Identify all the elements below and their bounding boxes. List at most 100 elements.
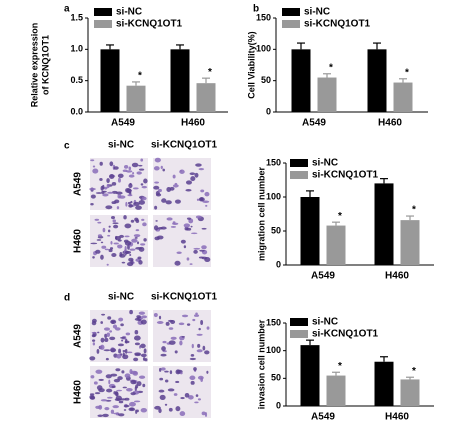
cell — [138, 164, 143, 167]
legend-swatch — [282, 8, 300, 16]
cell — [115, 368, 121, 372]
cell — [109, 247, 114, 250]
cell — [105, 357, 109, 361]
cell — [178, 322, 185, 326]
cell — [164, 370, 169, 373]
cell — [134, 352, 141, 356]
panel-label: a — [64, 4, 70, 15]
cell — [192, 318, 196, 322]
cell — [196, 198, 200, 202]
significance-mark: * — [412, 366, 416, 377]
cell — [162, 340, 167, 344]
cell — [133, 357, 139, 362]
cell — [100, 254, 104, 260]
cell — [181, 314, 189, 318]
cell — [138, 311, 146, 315]
cell — [113, 412, 120, 415]
cell — [193, 247, 201, 250]
y-tick-label: 0 — [276, 400, 281, 410]
cell — [114, 327, 121, 331]
cell — [179, 372, 183, 375]
legend-swatch — [94, 20, 112, 28]
cell — [156, 321, 164, 324]
y-axis-label: of KCNQ1OT1 — [40, 35, 50, 95]
y-tick-label: 100 — [266, 191, 281, 201]
cell — [159, 367, 162, 372]
cell — [134, 236, 138, 239]
cell — [160, 353, 167, 357]
cell — [189, 357, 196, 361]
legend-label: si-NC — [304, 7, 330, 18]
cell — [195, 163, 202, 167]
cell — [129, 309, 133, 315]
cell — [179, 411, 186, 417]
cell — [175, 380, 180, 383]
bar — [400, 220, 420, 265]
cell — [206, 326, 210, 330]
cell — [101, 190, 105, 195]
cell — [94, 392, 101, 395]
cell — [140, 407, 148, 413]
cell — [104, 248, 110, 251]
cell — [121, 261, 126, 264]
bar — [326, 375, 346, 406]
cell — [139, 317, 144, 320]
cell — [123, 409, 127, 411]
cell — [111, 182, 117, 186]
panel-label: d — [64, 293, 70, 304]
x-tick-label: A549 — [311, 412, 335, 423]
bar — [393, 82, 413, 112]
cell — [184, 392, 190, 398]
cell — [105, 374, 112, 379]
cell — [156, 235, 164, 240]
y-tick-label: 50 — [271, 225, 281, 235]
cell — [125, 201, 128, 207]
bar — [317, 77, 337, 112]
cell — [124, 223, 132, 229]
cell — [141, 315, 148, 319]
cell — [140, 353, 147, 358]
cell — [107, 234, 111, 237]
cell — [195, 215, 202, 219]
cell — [99, 178, 103, 181]
cell — [116, 353, 122, 359]
cell — [197, 375, 204, 380]
cell — [130, 219, 135, 223]
cell — [136, 409, 139, 413]
cell — [128, 166, 132, 171]
micrograph — [90, 215, 148, 267]
cell — [132, 187, 139, 190]
cell — [134, 217, 139, 222]
significance-mark: * — [338, 211, 342, 222]
cell — [160, 165, 163, 170]
cell — [179, 169, 185, 174]
legend-swatch — [290, 330, 308, 338]
cell — [135, 229, 140, 232]
cell — [100, 399, 108, 402]
cell — [122, 169, 128, 173]
y-tick-label: 50 — [271, 373, 281, 383]
cell — [168, 407, 173, 412]
row-header: H460 — [73, 380, 84, 404]
y-tick-label: 1.0 — [70, 44, 83, 54]
cell — [130, 392, 136, 396]
y-axis-label: Relative expression — [29, 23, 39, 108]
cell — [189, 263, 193, 265]
cell — [181, 335, 185, 338]
cell — [97, 414, 104, 418]
cell — [129, 369, 133, 375]
cell — [125, 187, 131, 193]
cell — [200, 189, 205, 193]
cell — [124, 235, 130, 238]
bar — [326, 225, 346, 265]
cell — [175, 406, 181, 412]
cell — [196, 333, 203, 336]
cell — [155, 220, 158, 222]
cell — [128, 203, 133, 208]
cell — [90, 242, 98, 245]
cell — [92, 339, 96, 342]
cell — [111, 190, 118, 194]
cell — [158, 389, 165, 393]
cell — [202, 200, 210, 204]
cell — [138, 200, 146, 205]
